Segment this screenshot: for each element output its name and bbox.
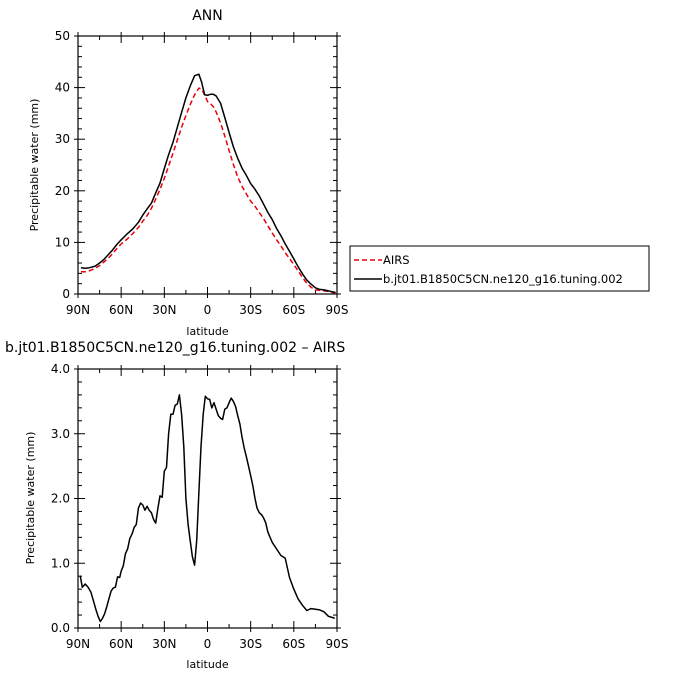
x-tick-labels: 90N 60N 30N 0 30S 60S 90S (66, 637, 349, 651)
y-tick-label: 50 (55, 29, 70, 43)
x-tick-label: 60N (109, 303, 133, 317)
y-tick-labels: 0.0 1.0 2.0 3.0 4.0 (51, 362, 70, 635)
legend-box (349, 245, 650, 292)
y-axis-label: Precipitable water (mm) (28, 99, 41, 232)
x-tick-label: 30S (239, 303, 262, 317)
legend-label-airs: AIRS (383, 253, 410, 267)
x-axis-label: latitude (186, 658, 228, 671)
y-tick-label: 10 (55, 235, 70, 249)
x-tick-label: 30S (239, 637, 262, 651)
y-axis-label: Precipitable water (mm) (24, 432, 37, 565)
x-axis-label: latitude (186, 325, 228, 338)
legend-label-model: b.jt01.B1850C5CN.ne120_g16.tuning.002 (383, 272, 623, 286)
y-tick-label: 0 (62, 287, 70, 301)
data-lines (79, 394, 336, 623)
x-tick-label: 90N (66, 303, 90, 317)
x-tick-label: 90S (326, 303, 349, 317)
y-tick-label: 1.0 (51, 556, 70, 570)
x-tick-label: 60S (282, 637, 305, 651)
x-tick-labels: 90N 60N 30N 0 30S 60S 90S (66, 303, 349, 317)
x-tick-label: 60N (109, 637, 133, 651)
y-tick-label: 4.0 (51, 362, 70, 376)
x-tick-label: 30N (152, 303, 176, 317)
x-tick-label: 0 (204, 637, 212, 651)
y-tick-labels: 0 10 20 30 40 50 (55, 29, 70, 301)
tick-marks (74, 365, 341, 632)
y-tick-label: 2.0 (51, 492, 70, 506)
tick-marks (74, 32, 341, 298)
chart-difference: b.jt01.B1850C5CN.ne120_g16.tuning.002 – … (5, 340, 348, 671)
legend: AIRS b.jt01.B1850C5CN.ne120_g16.tuning.0… (349, 245, 650, 292)
x-tick-label: 0 (204, 303, 212, 317)
y-tick-label: 0.0 (51, 621, 70, 635)
series-line-airs (80, 87, 336, 294)
y-tick-label: 40 (55, 81, 70, 95)
y-tick-label: 20 (55, 184, 70, 198)
series-line-b-jt01-b1850c5cn-ne120-g16-tuning-002 (80, 73, 336, 294)
y-tick-label: 3.0 (51, 427, 70, 441)
chart-annual-precipitable-water: ANN 90N 60N 30N 0 30S 60S 90S 0 10 20 30 40 50 lati… (28, 8, 348, 338)
y-tick-label: 30 (55, 132, 70, 146)
x-tick-label: 90N (66, 637, 90, 651)
x-tick-label: 30N (152, 637, 176, 651)
x-tick-label: 60S (282, 303, 305, 317)
series-line-difference (79, 394, 336, 623)
data-lines (80, 73, 336, 294)
x-tick-label: 90S (326, 637, 349, 651)
chart-title: ANN (192, 8, 223, 24)
chart-title: b.jt01.B1850C5CN.ne120_g16.tuning.002 – … (5, 340, 345, 356)
